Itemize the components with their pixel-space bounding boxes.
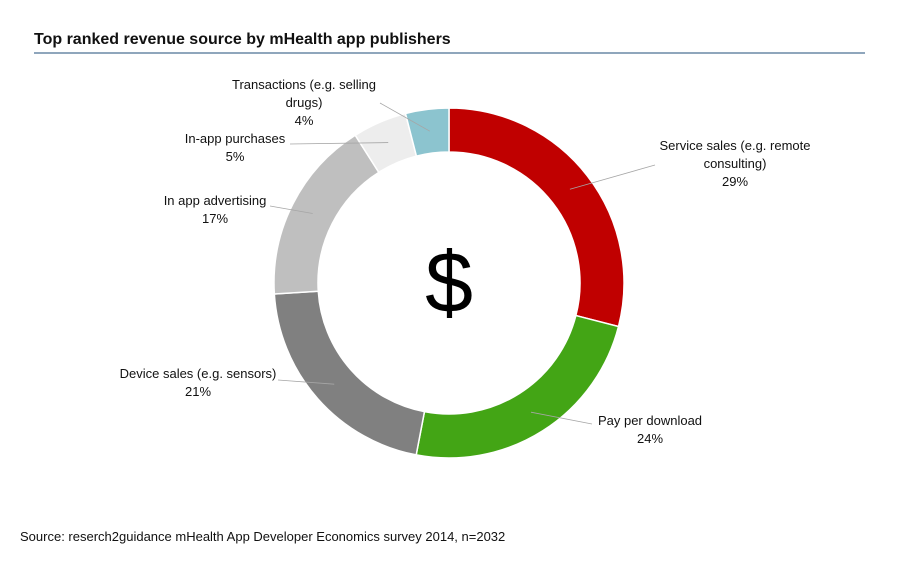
leader-line: [379, 102, 431, 132]
slice-label: Service sales (e.g. remote consulting) 29…: [650, 137, 820, 191]
leader-line: [569, 164, 656, 190]
source-note: Source: reserch2guidance mHealth App Dev…: [20, 529, 506, 544]
category-label: Service sales (e.g. remote consulting): [659, 138, 811, 171]
value-label: 24%: [636, 431, 664, 446]
leader-line: [269, 205, 313, 214]
chart-title: Top ranked revenue source by mHealth app…: [34, 31, 451, 48]
category-label: Transactions (e.g. selling drugs): [231, 77, 377, 110]
leader-line: [289, 142, 389, 145]
category-label: In app advertising: [163, 193, 267, 208]
leader-line: [530, 411, 593, 425]
value-label: 29%: [721, 174, 749, 189]
category-label: Pay per download: [597, 413, 703, 428]
donut-slice: [448, 107, 625, 328]
leader-line: [277, 379, 335, 385]
category-label: In-app purchases: [184, 131, 286, 146]
center-label: $: [425, 235, 473, 331]
slice-label: In app advertising 17%: [135, 192, 295, 228]
donut-slice: [404, 107, 450, 158]
slice-label: In-app purchases 5%: [155, 130, 315, 166]
value-label: 5%: [225, 149, 245, 164]
slice-label: Device sales (e.g. sensors) 21%: [98, 365, 298, 401]
value-label: 17%: [201, 211, 229, 226]
category-label: Device sales (e.g. sensors): [119, 366, 277, 381]
value-label: 21%: [184, 384, 212, 399]
slice-label: Transactions (e.g. selling drugs) 4%: [229, 76, 379, 130]
slice-label: Pay per download 24%: [570, 412, 730, 448]
value-label: 4%: [294, 113, 314, 128]
